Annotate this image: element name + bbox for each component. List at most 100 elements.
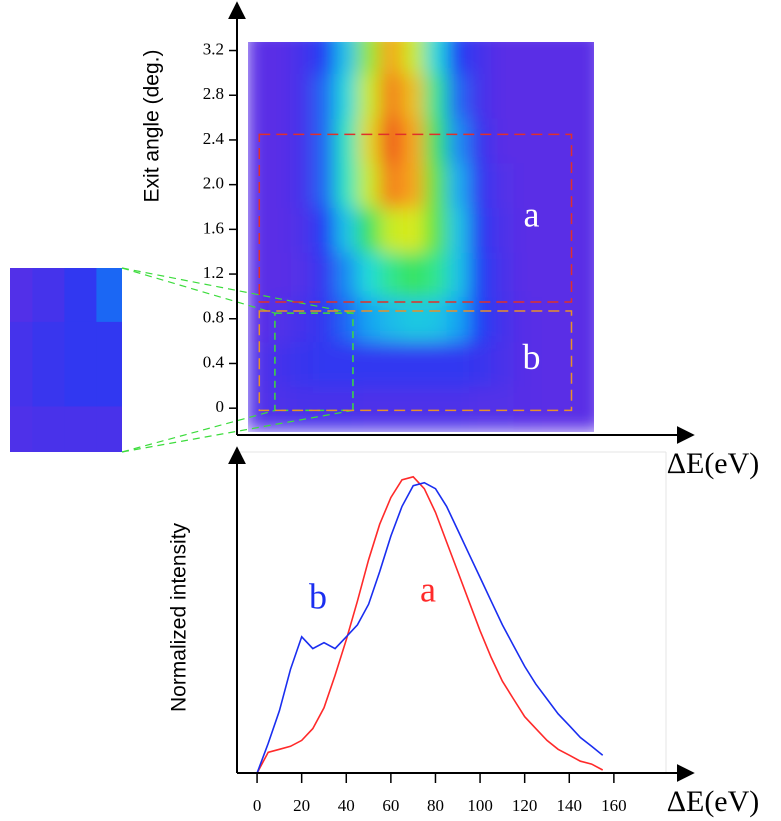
heat-cell	[268, 296, 292, 343]
heat-cell	[402, 341, 426, 387]
heat-cell	[446, 207, 470, 253]
heat-cell	[424, 296, 448, 343]
heat-cell	[424, 341, 448, 387]
inset-cell	[160, 152, 193, 238]
heat-cell	[268, 385, 292, 432]
heat-cell	[424, 385, 448, 432]
y-tick-label: 0.4	[203, 352, 225, 371]
heat-cell	[535, 296, 560, 343]
inset-cell	[96, 405, 122, 452]
heat-cell	[290, 251, 314, 298]
heat-cell	[446, 162, 470, 208]
heatmap	[248, 42, 594, 432]
region-label: a	[524, 194, 540, 234]
inset-cell	[64, 152, 97, 238]
heat-cell	[248, 296, 270, 343]
heat-cell	[491, 42, 515, 74]
heat-cell	[357, 296, 381, 343]
heat-cell	[379, 162, 404, 208]
inset-cell	[32, 67, 65, 153]
inset-cell	[128, 405, 161, 491]
heat-cell	[446, 296, 470, 343]
zoom-connector	[121, 267, 276, 314]
inset-cell	[96, 152, 129, 238]
heat-cell	[248, 207, 270, 253]
line-series	[256, 475, 604, 774]
y-tick-label: 0	[216, 397, 225, 416]
heat-cell	[312, 296, 337, 343]
heat-cell	[379, 385, 404, 432]
heat-cell	[357, 162, 381, 208]
y-tick-label: 2.8	[203, 84, 224, 103]
heat-cell	[335, 385, 359, 432]
heat-cell	[558, 117, 582, 164]
inset-cell	[32, 268, 66, 322]
heat-cell	[468, 117, 493, 164]
inset	[0, 0, 193, 491]
y-axis-label: Normalized intensity	[168, 522, 191, 712]
heat-cell	[312, 341, 337, 387]
zoom-connector	[121, 409, 354, 453]
y-tick-label: 0.8	[203, 308, 224, 327]
inset-cell	[0, 236, 1, 322]
x-tick-label: 20	[293, 796, 310, 815]
heat-cell	[312, 251, 337, 298]
heat-cell	[580, 296, 594, 343]
heat-cell	[468, 385, 493, 432]
series-label: a	[420, 569, 436, 609]
heat-cell	[468, 251, 493, 298]
inset-cell	[10, 320, 34, 407]
heat-cell	[290, 385, 314, 432]
heat-cell	[558, 251, 582, 298]
x-axis-label: ΔE(eV)	[667, 785, 760, 818]
heat-cell	[402, 385, 426, 432]
y-tick-label: 1.2	[203, 263, 224, 282]
heat-cell	[424, 207, 448, 253]
heat-cell	[379, 72, 404, 119]
x-tick-label: 160	[601, 796, 627, 815]
heat-cell	[513, 296, 537, 343]
x-tick-label: 100	[467, 796, 493, 815]
heat-cell	[248, 42, 270, 74]
heat-cell	[379, 42, 404, 74]
inset-cell	[32, 320, 66, 407]
heat-cell	[580, 117, 594, 164]
inset-cell	[32, 152, 65, 238]
inset-cell	[64, 0, 97, 68]
heat-cell	[290, 72, 314, 119]
heat-cell	[468, 162, 493, 208]
heat-cell	[268, 207, 292, 253]
heat-cell	[580, 72, 594, 119]
region-box	[258, 310, 573, 412]
heat-cell	[468, 341, 493, 387]
heat-cell	[268, 42, 292, 74]
heat-cell	[513, 207, 537, 253]
x-tick-label: 0	[253, 796, 262, 815]
heat-cell	[312, 42, 337, 74]
y-tick-label: 1.6	[203, 218, 224, 237]
heat-cell	[379, 207, 404, 253]
heat-cell	[335, 42, 359, 74]
heat-cell	[335, 341, 359, 387]
y-tick-label: 2.0	[203, 174, 224, 193]
heat-cell	[290, 207, 314, 253]
heat-cell	[580, 341, 594, 387]
heat-cell	[402, 117, 426, 164]
heat-cell	[558, 341, 582, 387]
heat-cell	[424, 117, 448, 164]
inset-cell	[0, 67, 1, 153]
inset-cell	[96, 67, 129, 153]
heat-cell	[558, 162, 582, 208]
heat-cell	[468, 72, 493, 119]
heat-cell	[491, 385, 515, 432]
heat-cell	[491, 207, 515, 253]
inset-cell	[160, 0, 193, 68]
heat-cell	[580, 42, 594, 74]
heat-cell	[424, 251, 448, 298]
heat-cell	[535, 207, 560, 253]
heat-cell	[558, 42, 582, 74]
heat-cell	[357, 42, 381, 74]
heat-cell	[379, 296, 404, 343]
heat-cell	[312, 385, 337, 432]
